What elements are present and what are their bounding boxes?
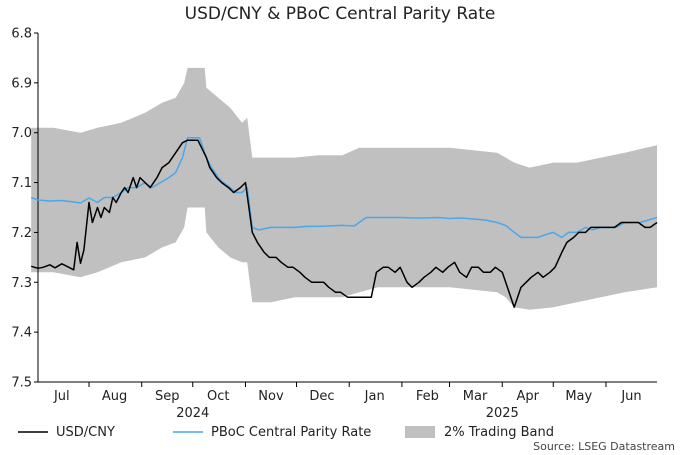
x-tick-label: Sep <box>155 389 180 404</box>
y-tick-label: 7.0 <box>11 126 32 141</box>
trading-band-layer <box>31 67 657 310</box>
x-tick-label: Feb <box>416 389 439 404</box>
x-tick-label: Oct <box>207 389 229 404</box>
legend-swatch-band <box>405 426 435 438</box>
x-tick-label: Jun <box>620 389 641 404</box>
parity-rate-line <box>30 136 658 239</box>
x-tick-label: Jan <box>364 389 385 404</box>
y-tick-label: 7.3 <box>11 276 32 291</box>
source-note: Source: LSEG Datastream <box>533 440 675 453</box>
x-tick-label: Dec <box>309 389 334 404</box>
legend-label-usdcny: USD/CNY <box>56 425 115 440</box>
y-tick-label: 6.9 <box>11 76 32 91</box>
axes: 6.8 6.9 7.0 7.1 7.2 7.3 7.4 7.5 Jul Aug Sep Oct Nov D… <box>11 27 657 421</box>
series-layer <box>30 136 658 308</box>
x-year-label: 2024 <box>176 406 209 421</box>
x-tick-label: Apr <box>517 389 540 404</box>
y-tick-label: 7.5 <box>11 376 32 391</box>
legend: USD/CNY PBoC Central Parity Rate 2% Trad… <box>18 425 675 453</box>
chart-title: USD/CNY & PBoC Central Parity Rate <box>185 4 496 24</box>
x-tick-label: Jul <box>53 389 70 404</box>
x-tick-label: Mar <box>463 389 488 404</box>
x-year-label: 2025 <box>486 406 519 421</box>
y-tick-label: 7.1 <box>11 176 32 191</box>
y-tick-label: 7.4 <box>11 326 32 341</box>
y-tick-label: 7.2 <box>11 226 32 241</box>
y-tick-label: 6.8 <box>11 27 32 42</box>
x-tick-label: Aug <box>102 389 127 404</box>
legend-label-band: 2% Trading Band <box>444 425 554 440</box>
legend-label-parity: PBoC Central Parity Rate <box>211 425 371 440</box>
usdcny-line <box>30 139 658 308</box>
x-tick-label: May <box>565 389 592 404</box>
trading-band-area <box>31 67 657 310</box>
x-tick-label: Nov <box>258 389 284 404</box>
